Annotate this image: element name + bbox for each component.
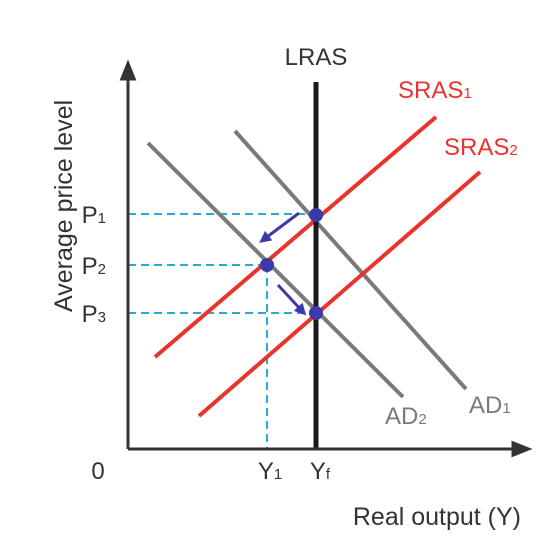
- y-axis-label: Average price level: [50, 100, 78, 312]
- origin-label: 0: [91, 458, 104, 485]
- sras2-curve: [199, 172, 480, 416]
- equilibrium-point-3: [309, 306, 323, 320]
- price-tick-p3: P3: [82, 301, 106, 328]
- arrow-e2-to-e3: [278, 285, 303, 312]
- ad2-label: AD2: [385, 403, 427, 430]
- output-tick-y1: Y1: [258, 458, 282, 485]
- price-tick-p2: P2: [82, 253, 106, 280]
- output-tick-yf: Yf: [310, 458, 331, 485]
- sras1-curve: [155, 117, 436, 357]
- lras-label: LRAS: [285, 44, 348, 71]
- arrow-e1-to-e2: [263, 213, 299, 240]
- ad1-label: AD1: [469, 392, 511, 419]
- sras2-label: SRAS2: [444, 134, 518, 161]
- x-axis-label: Real output (Y): [353, 503, 521, 531]
- equilibrium-point-1: [309, 208, 323, 222]
- price-tick-p1: P1: [82, 202, 106, 229]
- equilibrium-point-2: [260, 258, 274, 272]
- sras1-label: SRAS1: [398, 77, 472, 104]
